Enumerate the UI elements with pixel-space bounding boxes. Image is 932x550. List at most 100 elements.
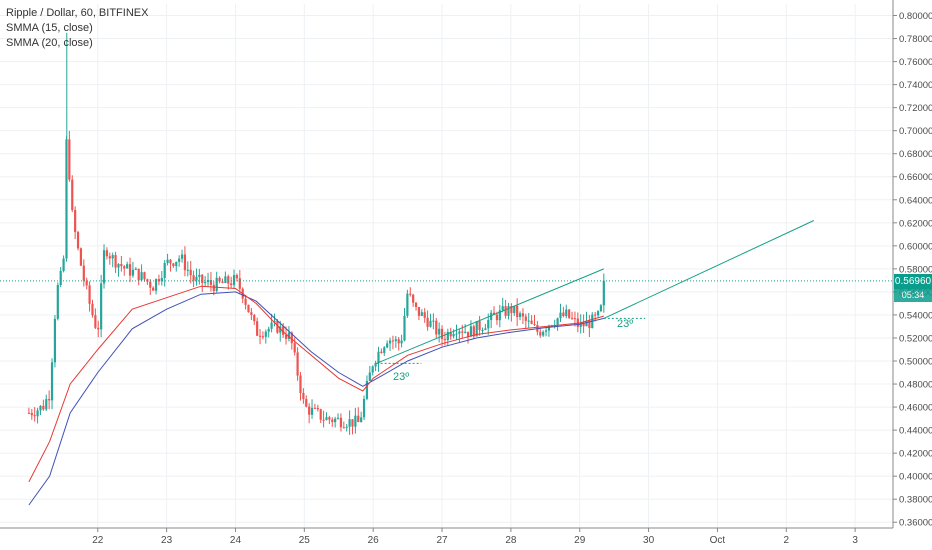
candle-body [596, 311, 600, 316]
candle-body [455, 333, 458, 335]
candle-body [128, 264, 132, 276]
candle-body [267, 328, 270, 332]
candle-body [201, 274, 204, 284]
candle-body [339, 417, 343, 428]
candle-body [588, 320, 591, 329]
candle-body [400, 340, 403, 344]
trendline-upper[interactable] [376, 268, 605, 364]
candle-body [183, 254, 187, 271]
candle-body [215, 277, 218, 291]
candle-body [131, 269, 135, 276]
candle-body [527, 320, 530, 322]
candle-body [204, 282, 207, 284]
candle-body [501, 306, 504, 311]
candle-body [50, 362, 54, 401]
candle-body [348, 419, 351, 427]
candle-body [368, 372, 371, 381]
candle-body [542, 331, 545, 336]
x-tick-label: 26 [368, 535, 380, 546]
candle-body [380, 351, 383, 353]
candle-body [513, 305, 516, 314]
candle-body [466, 331, 470, 337]
candle-body [446, 331, 449, 341]
candle-body [458, 331, 461, 334]
candle-body [556, 318, 559, 326]
candle-body [36, 410, 39, 417]
candle-body [342, 427, 345, 429]
candle-body [221, 281, 224, 283]
candle-body [149, 281, 152, 288]
x-tick-label: 24 [230, 535, 242, 546]
candle-body [120, 263, 123, 267]
candle-body [328, 417, 331, 420]
candle-body [59, 271, 62, 286]
candle-body [570, 317, 574, 319]
candle-body [195, 276, 198, 281]
candle-body [27, 412, 31, 414]
candle-body [377, 351, 380, 364]
candle-body [134, 268, 137, 270]
candle-body [518, 313, 522, 318]
candle-body [42, 405, 45, 410]
candle-body [492, 312, 496, 315]
candle-body [256, 321, 259, 336]
candle-body [74, 210, 77, 233]
candle-body [414, 302, 418, 307]
candle-body [310, 407, 314, 415]
indicator-smma20[interactable]: SMMA (20, close) [6, 37, 93, 49]
candle-body [290, 332, 293, 344]
candle-body [316, 407, 319, 410]
x-tick-label: 23 [161, 535, 173, 546]
candle-body [235, 275, 239, 279]
y-tick-label: 0.68000 [899, 149, 932, 160]
candle-body [386, 343, 389, 348]
candle-body [71, 179, 74, 211]
candle-body [218, 277, 221, 282]
candle-body [331, 419, 334, 423]
candle-body [114, 255, 117, 268]
candle-body [53, 318, 57, 363]
candle-body [247, 304, 250, 313]
candle-body [33, 415, 36, 417]
candle-body [302, 393, 305, 399]
candle-body [244, 298, 247, 305]
candle-body [100, 283, 103, 330]
candle-body [360, 417, 363, 423]
y-tick-label: 0.46000 [899, 403, 932, 414]
candle-body [261, 336, 265, 338]
symbol-title[interactable]: Ripple / Dollar, 60, BITFINEX [6, 7, 149, 19]
y-tick-label: 0.70000 [899, 126, 932, 137]
candle-body [394, 339, 397, 342]
candle-body [484, 328, 487, 330]
indicator-smma15[interactable]: SMMA (15, close) [6, 22, 93, 34]
candle-body [56, 285, 59, 319]
candle-body [539, 331, 542, 336]
candle-body [308, 406, 311, 415]
candle-body [504, 306, 507, 316]
trendline-projection[interactable] [603, 220, 815, 319]
candle-body [178, 258, 181, 262]
candle-body [374, 363, 377, 367]
candle-body [565, 309, 568, 317]
candle-body [464, 331, 467, 333]
candle-body [388, 340, 392, 344]
candle-body [602, 280, 605, 306]
candle-body [576, 318, 579, 327]
angle-label-1: 23º [393, 371, 409, 383]
y-tick-label: 0.44000 [899, 426, 932, 437]
candle-body [371, 366, 374, 373]
candle-body [472, 326, 475, 337]
candle-body [582, 322, 585, 327]
candle-body [209, 280, 213, 285]
x-tick-label: 25 [299, 535, 311, 546]
candle-body [163, 263, 166, 278]
candle-body [198, 274, 201, 277]
y-tick-label: 0.42000 [899, 449, 932, 460]
candle-body [299, 375, 302, 394]
x-tick-label: 29 [574, 535, 586, 546]
candle-body [152, 287, 155, 291]
candle-body [180, 254, 184, 259]
candle-body [279, 326, 282, 333]
y-tick-label: 0.52000 [899, 333, 932, 344]
